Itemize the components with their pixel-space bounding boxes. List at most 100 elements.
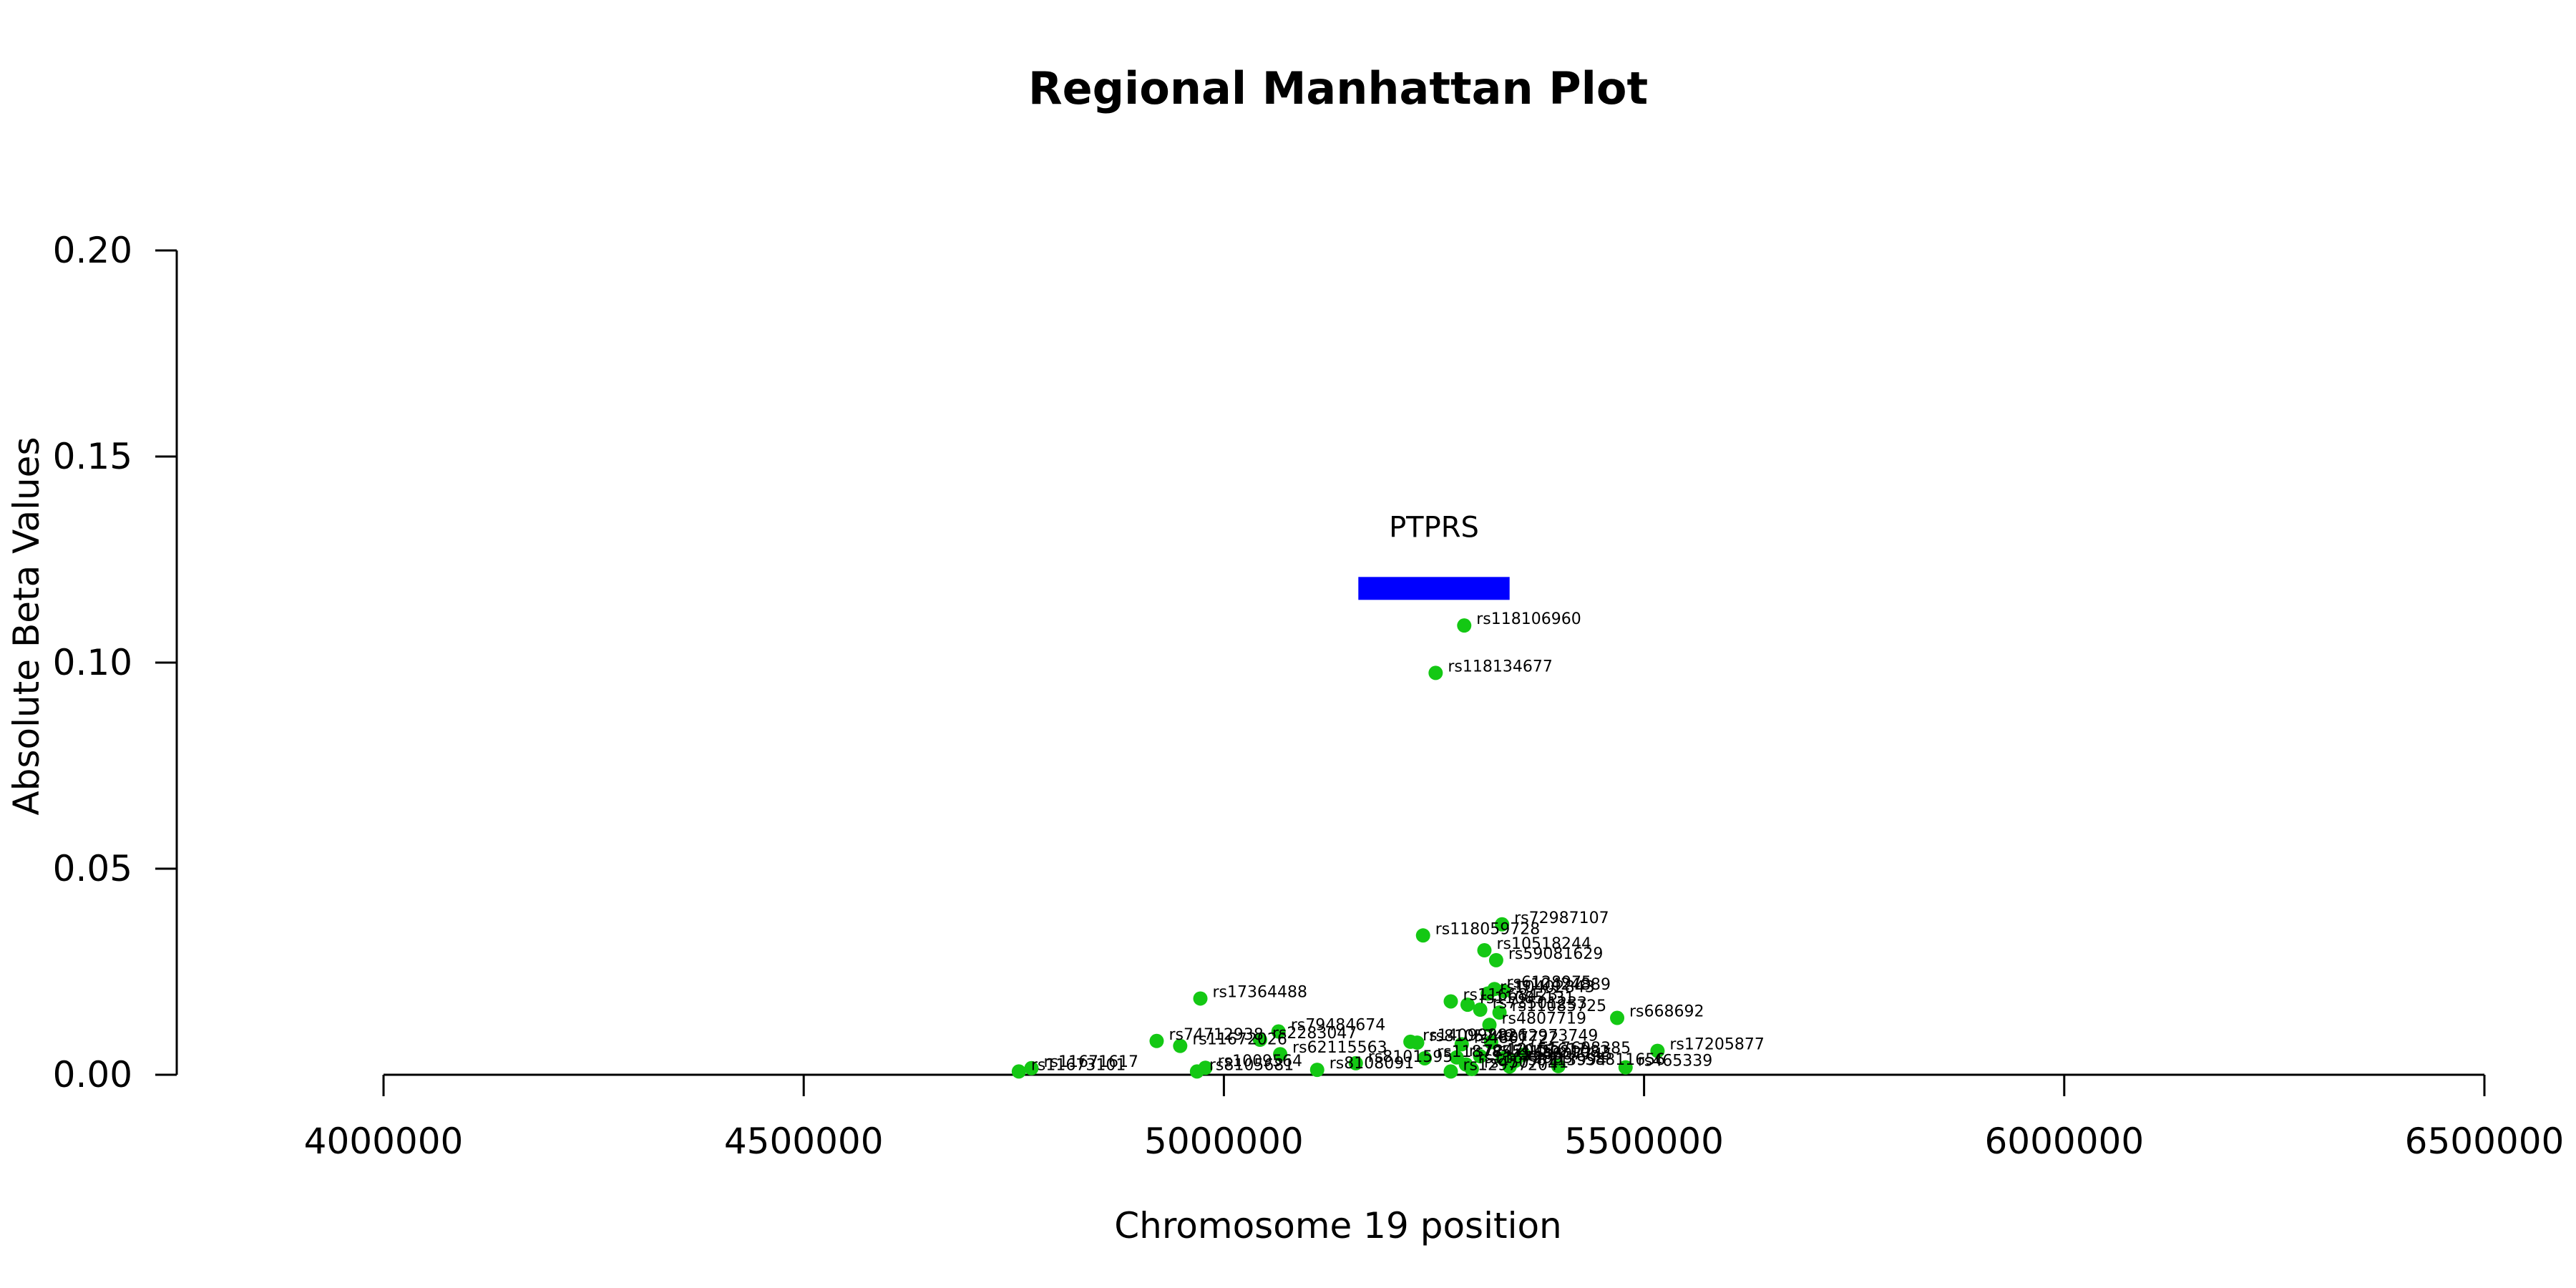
y-tick-label: 0.20 (53, 230, 132, 271)
snp-point (1457, 618, 1472, 633)
snp-label: rs58811656 (1571, 1051, 1665, 1069)
snp-label: rs12151617 (1493, 1041, 1587, 1059)
x-tick-label: 5000000 (1144, 1121, 1304, 1162)
snp-labels: rs118106960 rs118134677 rs72987107rs118059… (1031, 610, 1765, 1074)
snp-label: rs73501233 (1493, 995, 1587, 1013)
snp-label: rs17205877 (1669, 1036, 1764, 1054)
snp-label: rs10518244 (1496, 935, 1591, 953)
snp-label: rs8105681 (1209, 1056, 1294, 1074)
snp-point (1610, 1010, 1625, 1025)
snp-label: rs12973749 (1503, 1027, 1598, 1045)
snp-label: rs4807722 (1474, 1029, 1559, 1047)
snp-label: rs11668423 (1463, 986, 1557, 1004)
snp-point (1618, 1060, 1633, 1075)
y-tick-label: 0.05 (53, 848, 132, 889)
snp-label: rs7247045 (1469, 1043, 1554, 1060)
x-tick-label: 6500000 (2405, 1121, 2565, 1162)
snp-label: rs8113994 (1522, 1051, 1607, 1069)
snp-point (1149, 1033, 1164, 1048)
snp-label: rs11672983 (1478, 1050, 1573, 1068)
snp-label: rs11878551 (1437, 1043, 1531, 1061)
y-axis: 0.00 0.05 0.10 0.15 0.20 (53, 230, 178, 1096)
snp-label: rs12977204 (1463, 1056, 1557, 1074)
snp-label: rs8108091 (1330, 1055, 1415, 1073)
snp-label: rs6128975 (1507, 974, 1592, 992)
snp-point (1309, 1063, 1324, 1078)
snp-point (1410, 1035, 1425, 1050)
snp-label: rs8101595 (1368, 1048, 1453, 1066)
snp-label: rs12981082 (1515, 1043, 1609, 1061)
y-tick-label: 0.00 (53, 1054, 132, 1096)
snp-point (1482, 1018, 1497, 1033)
snp-label: rs11085131 (1480, 990, 1574, 1008)
snp-label: rs465339 (1638, 1053, 1713, 1070)
snp-point (1473, 1049, 1488, 1064)
snp-point (1443, 1064, 1458, 1079)
snp-point (1480, 986, 1496, 1001)
snp-point (1273, 1047, 1288, 1062)
snp-point (1348, 1055, 1363, 1070)
snp-point (1488, 952, 1503, 967)
snp-label: rs1009564 (1218, 1053, 1303, 1070)
snp-label: rs118134677 (1448, 658, 1552, 675)
snp-point (1502, 1059, 1517, 1074)
snp-point (1415, 928, 1430, 943)
chart-title: Regional Manhattan Plot (1028, 62, 1648, 114)
snp-point (1428, 665, 1443, 680)
snp-point (1495, 917, 1510, 932)
snp-label: rs4807745 (1528, 1045, 1613, 1063)
snp-label: rs668692 (1629, 1003, 1704, 1021)
snp-point (1173, 1038, 1188, 1053)
x-axis: 4000000 4500000 5000000 5500000 6000000 65000… (304, 1073, 2565, 1162)
x-axis-title: Chromosome 19 position (1114, 1205, 1562, 1246)
snp-label: rs62115563 (1292, 1039, 1387, 1057)
snp-label: rs140998826 (1423, 1027, 1527, 1045)
y-tick-label: 0.15 (53, 436, 132, 477)
snp-label: rs79484674 (1291, 1017, 1385, 1035)
y-tick-label: 0.10 (53, 642, 132, 683)
y-axis-title: Absolute Beta Values (6, 437, 47, 816)
snp-label: rs10424889 (1516, 976, 1610, 994)
snp-points (1011, 618, 1665, 1079)
snp-label: rs8105749 (1430, 1028, 1515, 1045)
snp-point (1483, 1035, 1498, 1050)
x-tick-label: 6000000 (1984, 1121, 2144, 1162)
snp-point (1454, 1037, 1469, 1052)
snp-label: rs74712938 (1169, 1026, 1263, 1044)
gene-bar (1358, 577, 1510, 600)
snp-label: rs4507741 (1484, 1054, 1569, 1072)
x-tick-label: 4000000 (304, 1121, 464, 1162)
snp-label: rs72987107 (1514, 909, 1609, 927)
snp-label: rs17364488 (1213, 983, 1307, 1001)
snp-point (1418, 1050, 1433, 1065)
snp-label: rs4807719 (1502, 1010, 1587, 1028)
gene-track: PTPRS (1358, 511, 1510, 600)
snp-point (1252, 1033, 1267, 1048)
snp-point (1443, 994, 1458, 1009)
snp-label: rs11673101 (1031, 1056, 1126, 1074)
snp-point (1492, 1005, 1507, 1020)
snp-point (1460, 997, 1475, 1013)
snp-point (1473, 1002, 1488, 1017)
snp-label: rs10402843 (1500, 979, 1594, 997)
snp-label: rs118106960 (1476, 610, 1581, 628)
snp-point (1464, 1061, 1479, 1076)
snp-point (1551, 1058, 1566, 1073)
snp-label: rs11672026 (1192, 1031, 1287, 1049)
x-tick-label: 5500000 (1564, 1121, 1724, 1162)
snp-label: rs59081629 (1508, 945, 1603, 963)
snp-point (1189, 1064, 1204, 1079)
snp-point (1650, 1043, 1665, 1058)
snp-point (1193, 991, 1208, 1006)
gene-label: PTPRS (1389, 511, 1479, 544)
snp-label: rs57698385 (1536, 1040, 1631, 1058)
snp-point (1024, 1060, 1039, 1075)
snp-point (1011, 1064, 1026, 1079)
snp-label: rs118059728 (1435, 920, 1540, 938)
x-tick-label: 4500000 (724, 1121, 884, 1162)
snp-point (1271, 1024, 1286, 1039)
snp-point (1496, 984, 1511, 999)
snp-label: rs11671617 (1043, 1053, 1138, 1071)
snp-label: rs2283047 (1272, 1025, 1357, 1043)
